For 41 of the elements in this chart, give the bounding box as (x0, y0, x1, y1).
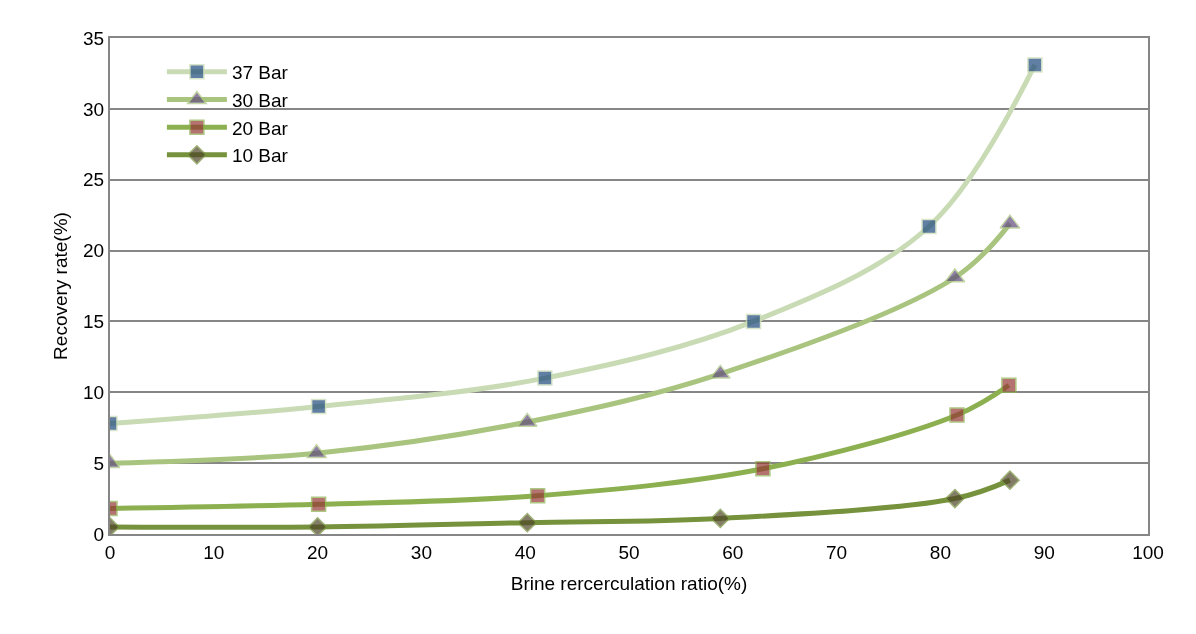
point (516, 412, 538, 428)
point (306, 443, 328, 459)
point (710, 508, 731, 529)
y-tick-label: 0 (93, 523, 105, 545)
x-tick-label: 90 (1033, 541, 1055, 563)
point (310, 398, 327, 415)
y-tick-label: 20 (83, 240, 105, 262)
x-tick-label: 70 (826, 541, 848, 563)
x-tick-label: 100 (1132, 541, 1164, 563)
x-tick-label: 30 (410, 541, 432, 563)
legend-label: 37 Bar (231, 62, 289, 84)
y-tick-label: 25 (83, 169, 105, 191)
point (755, 461, 771, 477)
y-tick-label: 10 (83, 381, 105, 403)
y-axis-title: Recovery rate(%) (50, 212, 72, 360)
x-tick-label: 40 (514, 541, 536, 563)
legend-label: 10 Bar (231, 145, 289, 167)
point (1000, 470, 1020, 490)
point (1001, 377, 1017, 393)
x-tick-label: 80 (929, 541, 951, 563)
y-tick-label: 5 (93, 452, 105, 474)
point (745, 313, 762, 330)
point (945, 488, 965, 509)
point (537, 370, 553, 386)
x-axis-title: Brine rercerculation ratio(%) (510, 573, 748, 595)
legend-label: 20 Bar (231, 117, 289, 139)
x-tick-label: 60 (722, 541, 744, 563)
point (921, 218, 937, 235)
x-tick-label: 20 (307, 541, 329, 563)
y-tick-label: 30 (83, 98, 105, 120)
legend-label: 30 Bar (231, 89, 289, 111)
point (310, 496, 327, 512)
point (307, 517, 328, 534)
point (1027, 57, 1043, 73)
x-tick-label: 10 (203, 541, 225, 563)
x-tick-label: 50 (618, 541, 640, 563)
point (949, 407, 965, 423)
y-tick-label: 15 (83, 311, 105, 333)
y-tick-label: 35 (83, 27, 105, 49)
point (517, 512, 538, 533)
point (529, 487, 546, 504)
